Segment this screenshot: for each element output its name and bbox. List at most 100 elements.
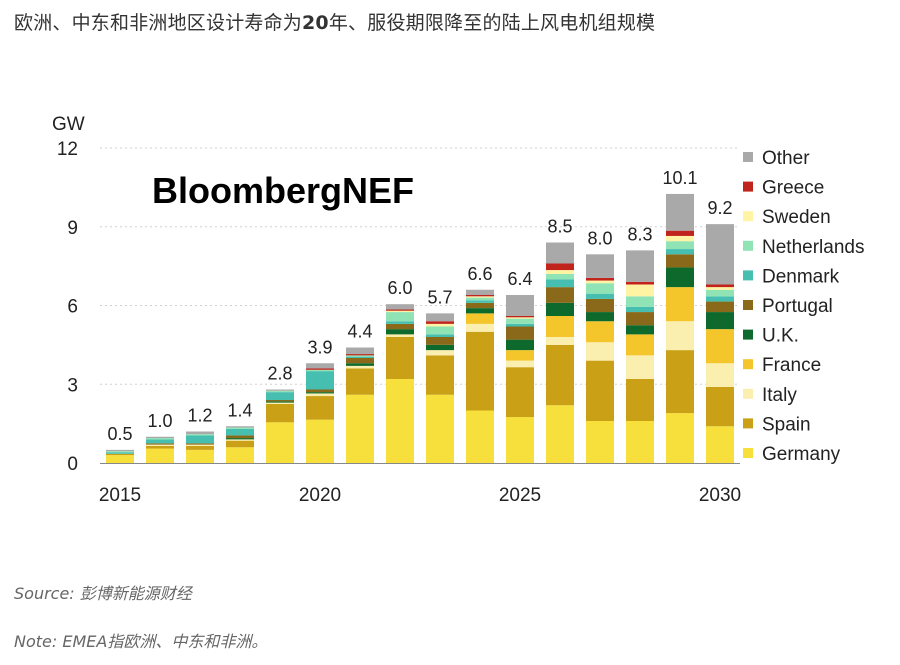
bar-segment [266,403,294,423]
bar-segment [706,284,734,288]
legend-label: Germany [762,444,841,465]
bar-segment [346,355,374,357]
chart-title: 欧洲、中东和非洲地区设计寿命为20年、服役期限降至的陆上风电机组规模 [14,8,655,35]
bar-segment [386,309,414,311]
bar-segment [226,439,254,441]
bar-segment [266,422,294,463]
bar-segment [506,417,534,463]
y-unit-label: GW [52,114,85,135]
bar-total-label: 10.1 [662,168,697,188]
bar-segment [586,283,614,294]
bar-segment [666,267,694,288]
bar-segment [466,313,494,324]
bar-total-label: 1.2 [187,406,212,426]
bar-segment [426,321,454,324]
bar-segment [666,413,694,463]
bar-segment [546,274,574,280]
legend-swatch [743,418,753,429]
bar-segment [186,444,214,446]
bar-segment [346,368,374,395]
bar-total-label: 6.0 [387,278,412,298]
bar-segment [506,350,534,361]
chart-title-prefix: 欧洲、中东和非洲地区设计寿命为 [14,12,303,34]
bar-segment [426,334,454,337]
bar-segment [306,419,334,463]
legend-swatch [743,300,753,310]
bar-segment [386,310,414,313]
bar-segment [506,316,534,318]
bar-total-label: 8.3 [627,224,652,244]
bar-segment [226,426,254,428]
bar-segment [186,435,214,444]
bar-segment [546,344,574,406]
y-tick-label: 12 [57,139,78,160]
bar-segment [426,323,454,327]
y-tick-label: 9 [67,218,78,239]
legend-label: France [762,355,821,376]
bar-segment [226,427,254,429]
legend-swatch [743,152,753,162]
bar-segment [706,312,734,330]
bar-segment [506,360,534,368]
bar-segment [506,317,534,319]
legend-label: Spain [762,414,811,435]
bar-segment [386,312,414,322]
bar-segment [226,428,254,436]
bar-segment [386,304,414,310]
bar-segment [346,365,374,369]
bar-total-label: 0.5 [107,424,132,444]
bar-segment [626,284,654,297]
y-tick-label: 3 [67,375,78,396]
bar-segment [466,302,494,309]
bar-segment [466,308,494,314]
bar-segment [626,281,654,285]
bar-segment [426,350,454,356]
bar-segment [306,368,334,370]
bar-segment [626,250,654,282]
bar-segment [426,394,454,463]
bar-segment [346,394,374,463]
bar-segment [346,363,374,366]
bar-segment [466,300,494,303]
bar-segment [106,452,134,454]
bar-segment [546,263,574,271]
bar-segment [386,334,414,337]
footnote: Note: EMEA指欧洲、中东和非洲。 [14,632,268,651]
bar-segment [346,354,374,356]
x-tick-label: 2030 [699,485,741,506]
bar-segment [506,367,534,418]
bar-segment [626,296,654,307]
legend-swatch [743,270,753,281]
bar-total-label: 1.0 [147,411,172,431]
bar-segment [586,321,614,343]
bar-total-label: 6.4 [507,269,532,289]
legend-swatch [743,448,753,458]
bar-total-label: 8.5 [547,217,572,237]
bar-segment [586,421,614,463]
bar-total-label: 1.4 [227,400,252,420]
bar-segment [626,334,654,356]
bar-segment [546,270,574,274]
bar-segment [106,451,134,453]
bar-segment [586,312,614,322]
bar-segment [666,235,694,242]
bar-segment [706,426,734,463]
bar-segment [146,444,174,446]
bar-total-label: 2.8 [267,364,292,384]
bar-segment [506,326,534,340]
legend-label: Other [762,148,810,169]
bar-segment [626,306,654,313]
bar-segment [466,323,494,332]
bar-segment [706,363,734,387]
bar-segment [266,392,294,400]
bar-segment [546,279,574,288]
bar-segment [226,447,254,463]
bar-segment [426,337,454,345]
bar-total-label: 4.4 [347,322,372,342]
bar-segment [586,277,614,281]
legend-swatch [743,329,753,340]
bar-segment [506,339,534,351]
bar-segment [546,405,574,463]
bar-segment [666,241,694,250]
bar-segment [546,287,574,303]
